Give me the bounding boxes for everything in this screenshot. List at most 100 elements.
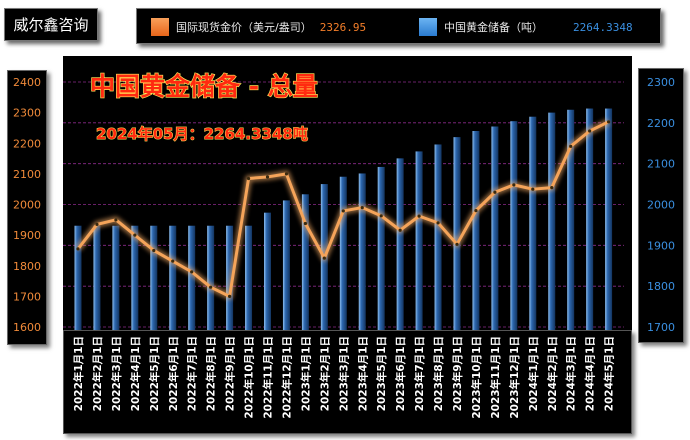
legend-swatch-price [151,18,169,36]
legend-label-price: 国际现货金价（美元/盎司） [176,21,312,34]
right-axis-tick-label: 2200 [647,117,675,130]
x-axis-tick-label: 2022年10月1日 [243,336,256,419]
x-axis-tick-label: 2023年10月1日 [470,336,483,419]
price-point [76,247,80,251]
x-axis-tick-label: 2022年8月1日 [205,336,218,411]
x-axis-tick-label: 2023年9月1日 [451,336,464,411]
legend-value-reserve: 2264.3348 [573,20,633,34]
x-axis-tick-label: 2022年11月1日 [262,336,275,419]
reserve-bar [529,116,537,330]
legend-value-price: 2326.95 [319,20,367,34]
left-axis-tick-label: 1900 [13,229,41,242]
x-axis-tick-label: 2023年2月1日 [318,336,331,411]
left-axis-tick-label: 1800 [13,260,41,273]
price-point [265,175,270,179]
x-axis-tick-label: 2022年6月1日 [167,336,180,411]
price-point [531,187,535,191]
price-point [417,214,421,218]
left-axis-tick-label: 2300 [13,107,41,120]
x-axis-tick-label: 2023年3月1日 [337,336,350,411]
reserve-bar [586,108,594,331]
reserve-bar [377,166,385,330]
price-point [493,190,497,194]
price-point [550,186,554,190]
price-point [588,129,592,133]
x-axis-tick-label: 2022年7月1日 [186,336,199,411]
right-axis-tick-label: 2300 [647,76,675,89]
left-axis-tick-label: 2400 [13,76,41,89]
reserve-bar [491,126,499,330]
left-axis-tick-label: 1700 [13,290,41,303]
price-point [436,221,440,225]
right-axis-tick-label: 2000 [647,199,675,212]
reserve-bar [131,225,139,330]
x-axis-tick-label: 2023年4月1日 [356,336,369,411]
reserve-bar [453,137,461,330]
legend-item-price: 国际现货金价（美元/盎司） 2326.95 [151,18,367,36]
price-point [303,221,307,226]
reserve-bar [605,108,613,331]
x-axis-tick-label: 2022年9月1日 [224,336,237,411]
right-axis-tick-label: 1900 [647,239,675,252]
x-axis-tick-label: 2022年12月1日 [280,336,293,419]
x-axis-tick-label: 2023年6月1日 [394,336,407,411]
price-point [284,172,289,176]
x-axis-panel [63,330,632,434]
reserve-bar [245,225,253,330]
reserve-bar [415,151,423,330]
price-point [455,242,459,246]
left-axis-tick-label: 2000 [13,199,41,212]
x-axis-tick-label: 2024年2月1日 [546,336,559,411]
legend-item-reserve: 中国黄金储备（吨） 2264.3348 [419,18,633,36]
price-point [171,259,175,263]
x-axis-tick-label: 2023年1月1日 [299,336,312,411]
price-point [341,209,345,213]
reserve-bar [548,112,556,330]
reserve-bar [301,194,309,330]
reserve-bar [510,121,518,330]
x-axis-tick-label: 2024年1月1日 [527,336,540,411]
x-axis-tick-label: 2024年3月1日 [565,336,578,411]
price-point [133,233,137,237]
x-axis-tick-label: 2024年5月1日 [603,336,616,411]
price-point [474,209,478,213]
reserve-bar [112,225,120,330]
x-axis-tick-label: 2023年12月1日 [508,336,521,419]
legend-label-reserve: 中国黄金储备（吨） [444,21,543,34]
price-point [398,228,402,232]
left-axis-tick-label: 1600 [13,321,41,334]
price-point [569,144,573,148]
chart-legend: 国际现货金价（美元/盎司） 2326.95 中国黄金储备（吨） 2264.334… [136,8,661,44]
price-point [228,294,232,298]
left-axis-tick-label: 2100 [13,168,41,181]
x-axis-tick-label: 2022年2月1日 [91,336,104,411]
reserve-bar [282,200,290,330]
right-axis-panel [638,68,684,343]
price-point [152,248,156,253]
x-axis-tick-label: 2022年1月1日 [72,336,85,411]
x-axis-tick-label: 2023年7月1日 [413,336,426,411]
left-axis-panel [7,70,47,345]
reserve-bar [567,109,575,331]
reserve-bar [339,176,347,330]
plot-area [63,56,632,342]
price-point [322,256,326,260]
reserve-bar [434,144,442,330]
price-point [607,120,611,124]
price-point [190,270,194,274]
x-axis-tick-label: 2022年5月1日 [148,336,161,411]
chart-subtitle: 2024年05月：2264.3348吨 [96,125,308,143]
reserve-bar [207,225,215,330]
chart-title: 中国黄金储备 - 总量 [90,72,318,101]
price-point [95,222,99,227]
legend-swatch-reserve [419,18,437,36]
reserve-bar [150,225,158,330]
price-point [379,214,383,218]
reserve-bar [169,225,177,330]
price-point [246,176,251,181]
reserve-bar [396,158,404,330]
x-axis-tick-label: 2023年5月1日 [375,336,388,411]
reserve-bar [472,131,480,330]
reserve-bar [358,173,366,330]
